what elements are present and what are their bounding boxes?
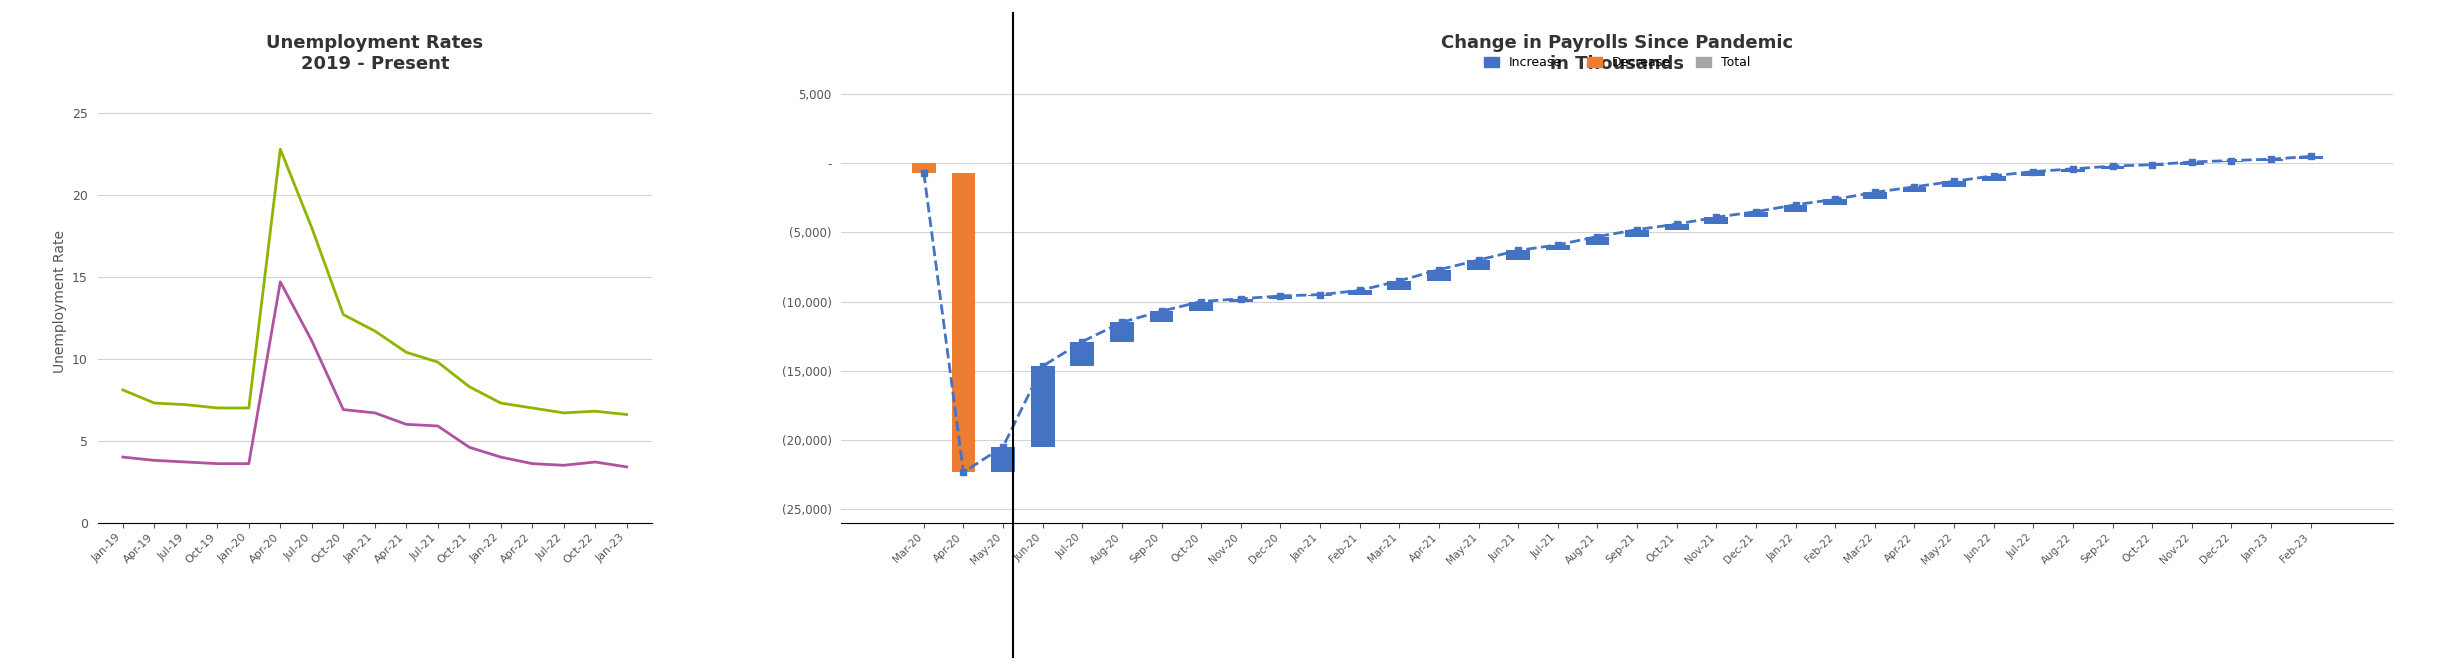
Standard Rate U-3 [203,460,232,468]
Expanded Rate U-6 [203,404,232,412]
Legend: Increase, Decrease, Total: Increase, Decrease, Total [1480,52,1756,74]
Standard Rate U-3 [171,458,200,466]
Bar [1468,260,1490,270]
Bar [1585,237,1609,245]
Bar [1665,224,1687,230]
Bar [1783,205,1807,212]
Standard Rate U-3 [359,409,388,417]
Standard Rate U-3 [139,456,168,464]
Bar [2259,159,2283,161]
Expanded Rate U-6 [234,404,264,412]
Line: Expanded Rate U-6: Expanded Rate U-6 [122,149,628,415]
Bar [1902,187,1927,192]
Bar [2022,172,2046,176]
Expanded Rate U-6 [107,386,137,394]
Standard Rate U-3 [518,460,547,468]
Bar [991,447,1016,472]
Standard Rate U-3 [422,422,452,430]
Standard Rate U-3 [107,453,137,461]
Bar [2181,162,2203,165]
Y-axis label: Unemployment Rate: Unemployment Rate [54,230,66,373]
Standard Rate U-3 [549,461,579,469]
Expanded Rate U-6 [486,399,515,407]
Expanded Rate U-6 [298,224,327,232]
Bar [1309,295,1331,296]
Bar [1983,176,2005,182]
Expanded Rate U-6 [613,411,642,419]
Bar [1150,311,1175,322]
Bar [1189,302,1214,311]
Bar [2298,156,2322,159]
Standard Rate U-3 [266,278,295,286]
Line: Standard Rate U-3: Standard Rate U-3 [122,282,628,467]
Expanded Rate U-6 [139,399,168,407]
Bar [1426,270,1451,281]
Bar [1031,366,1055,447]
Bar [2100,166,2125,169]
Bar [1070,342,1094,366]
Bar [2139,165,2164,166]
Standard Rate U-3 [234,460,264,468]
Standard Rate U-3 [454,444,484,452]
Bar [952,173,974,472]
Bar [1348,291,1372,295]
Bar [1507,251,1531,260]
Expanded Rate U-6 [266,145,295,153]
Expanded Rate U-6 [391,348,420,356]
Expanded Rate U-6 [581,407,610,415]
Expanded Rate U-6 [330,311,359,319]
Legend: Standard Rate U-3, Expanded Rate U-6: Standard Rate U-3, Expanded Rate U-6 [222,666,527,670]
Bar [1626,230,1648,237]
Standard Rate U-3 [581,458,610,466]
Bar [1941,182,1966,187]
Title: Change in Payrolls Since Pandemic
in Thousands: Change in Payrolls Since Pandemic in Tho… [1441,34,1792,73]
Bar [1824,199,1846,205]
Bar [1387,281,1411,291]
Expanded Rate U-6 [518,404,547,412]
Standard Rate U-3 [613,463,642,471]
Expanded Rate U-6 [549,409,579,417]
Bar [1744,212,1768,217]
Bar [1267,296,1292,299]
Title: Unemployment Rates
2019 - Present: Unemployment Rates 2019 - Present [266,34,484,73]
Bar [1863,192,1888,199]
Standard Rate U-3 [330,405,359,413]
Bar [1705,217,1729,224]
Expanded Rate U-6 [359,327,388,335]
Bar [1228,299,1253,302]
Expanded Rate U-6 [454,383,484,391]
Bar [1111,322,1133,342]
Bar [911,163,935,173]
Bar [2220,161,2244,162]
Expanded Rate U-6 [171,401,200,409]
Standard Rate U-3 [391,420,420,428]
Standard Rate U-3 [298,337,327,345]
Standard Rate U-3 [486,453,515,461]
Bar [1546,245,1570,251]
Expanded Rate U-6 [422,358,452,366]
Bar [2061,169,2085,172]
